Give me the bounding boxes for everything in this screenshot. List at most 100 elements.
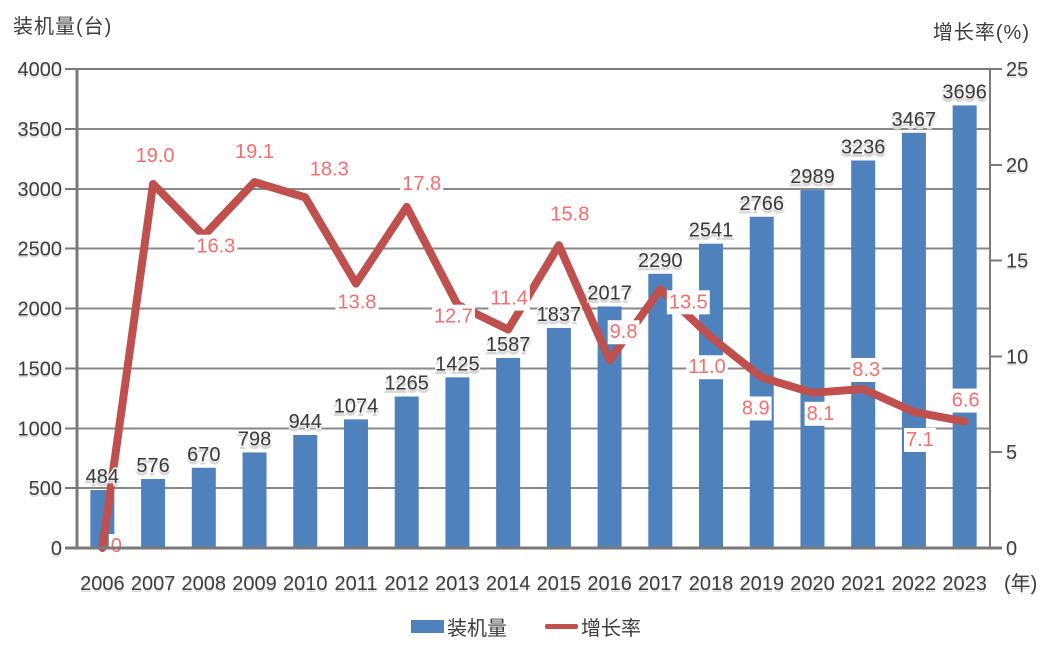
growth-value-label-bg: [108, 534, 124, 558]
legend-label-installed: 装机量: [447, 618, 507, 640]
bar: [952, 105, 977, 549]
x-axis-tick-label: 2011: [334, 573, 377, 595]
growth-value-label-bg: [400, 171, 444, 196]
x-axis-tick-label: 2009: [232, 573, 277, 595]
growth-value-label: 17.8: [402, 173, 441, 195]
growth-value-label-bg: [233, 140, 276, 165]
growth-value-label-bg: [607, 320, 640, 345]
bar-value-label: 1265: [384, 373, 429, 395]
growth-value-label-bg: [850, 357, 883, 382]
left-axis-tick-label: 3500: [18, 119, 63, 141]
bar-value-label: 2766: [740, 193, 785, 215]
bar-value-label: 576: [136, 455, 169, 477]
bar: [699, 243, 724, 548]
growth-value-label: 16.3: [196, 236, 235, 258]
bar-value-label: 3467: [892, 109, 937, 131]
bar: [800, 190, 825, 548]
growth-value-label: 18.3: [310, 158, 349, 180]
left-axis-tick-label: 4000: [18, 59, 63, 81]
growth-value-label: 13.5: [669, 291, 708, 313]
x-axis-tick-label: 2006: [80, 573, 125, 595]
bar-value-label: 2290: [638, 250, 683, 272]
x-axis-tick-label: 2022: [892, 573, 937, 595]
bar-value-label: 3696: [942, 81, 987, 103]
bar: [445, 377, 470, 548]
x-axis-tick-label: 2021: [841, 573, 886, 595]
x-axis-tick-label: 2019: [740, 573, 785, 595]
right-axis-tick-label: 5: [1006, 442, 1017, 464]
bar-value-label: 1587: [486, 334, 531, 356]
x-axis-tick-label: 2015: [537, 573, 582, 595]
bar: [851, 160, 876, 548]
bar-value-label: 1425: [435, 353, 480, 375]
growth-value-label-bg: [431, 304, 475, 329]
x-axis-tick-label: 2014: [486, 573, 531, 595]
growth-line: [98, 178, 969, 552]
growth-value-label: 6.6: [952, 390, 980, 412]
left-axis-tick-label: 500: [29, 478, 62, 500]
left-axis-tick-label: 0: [51, 538, 62, 560]
x-axis-tick-label: 2013: [435, 573, 480, 595]
left-axis-tick-label: 1000: [18, 418, 63, 440]
legend-item-growth: 增长率: [545, 612, 641, 641]
right-axis-tick-label: 10: [1006, 346, 1028, 368]
growth-value-label: 19.1: [235, 141, 274, 163]
bar-value-label: 2989: [790, 166, 835, 188]
bar: [901, 132, 926, 548]
growth-value-label-bg: [666, 290, 710, 315]
growth-value-label: 9.8: [610, 321, 638, 343]
growth-value-label: 19.0: [136, 145, 175, 167]
bar: [648, 273, 673, 548]
left-axis-tick-label: 2500: [18, 239, 63, 261]
bar-swatch-icon: [411, 620, 444, 633]
bar: [293, 434, 318, 548]
left-axis-tick-label: 1500: [18, 358, 63, 380]
right-axis-tick-label: 15: [1006, 251, 1028, 273]
x-axis-tick-label: 2016: [587, 573, 632, 595]
growth-value-label-bg: [335, 290, 379, 315]
growth-value-label: 11.0: [688, 356, 725, 378]
growth-value-label-bg: [804, 401, 837, 426]
bar-value-label: 1837: [537, 304, 582, 326]
bar-value-label: 944: [289, 411, 322, 433]
right-axis-tick-label: 0: [1006, 538, 1017, 560]
x-axis-tick-label: 2010: [283, 573, 328, 595]
x-axis-tick-label: 2018: [689, 573, 734, 595]
bar: [394, 396, 419, 548]
growth-value-label: 8.9: [742, 397, 770, 419]
growth-value-label-bg: [904, 427, 936, 452]
right-axis-tick-label: 20: [1006, 155, 1028, 177]
growth-value-label: 8.1: [807, 403, 835, 425]
bar-value-label: 2541: [689, 220, 734, 242]
bar: [343, 419, 368, 548]
line-swatch-icon: [545, 624, 578, 629]
right-axis-title: 增长率(%): [932, 22, 1030, 44]
growth-value-label-bg: [194, 234, 238, 259]
growth-value-label-bg: [739, 396, 772, 421]
bar: [191, 467, 216, 548]
legend: 装机量 增长率: [0, 612, 1052, 641]
legend-label-growth: 增长率: [581, 618, 641, 640]
growth-value-label: 13.8: [338, 292, 377, 314]
bar: [141, 479, 166, 548]
bar: [242, 452, 267, 548]
growth-value-label: 11.4: [490, 288, 527, 310]
growth-value-label: 15.8: [550, 203, 589, 225]
x-axis-tick-label: 2007: [131, 573, 176, 595]
growth-value-label-bg: [133, 143, 177, 168]
bar-value-label: 484: [86, 466, 119, 488]
x-axis-tick-label: 2012: [384, 573, 429, 595]
growth-value-label-bg: [307, 157, 351, 182]
x-axis-tick-label: 2017: [638, 573, 683, 595]
bar: [546, 328, 571, 548]
legend-item-installed: 装机量: [411, 612, 507, 641]
x-axis-tick-label: 2023: [942, 573, 987, 595]
left-axis-title: 装机量(台): [13, 16, 113, 38]
bar-value-label: 1074: [334, 395, 379, 417]
growth-value-label: 0: [111, 535, 122, 557]
growth-value-label-bg: [949, 388, 982, 413]
left-axis-tick-label: 2000: [18, 299, 63, 321]
growth-value-label: 7.1: [906, 429, 934, 451]
